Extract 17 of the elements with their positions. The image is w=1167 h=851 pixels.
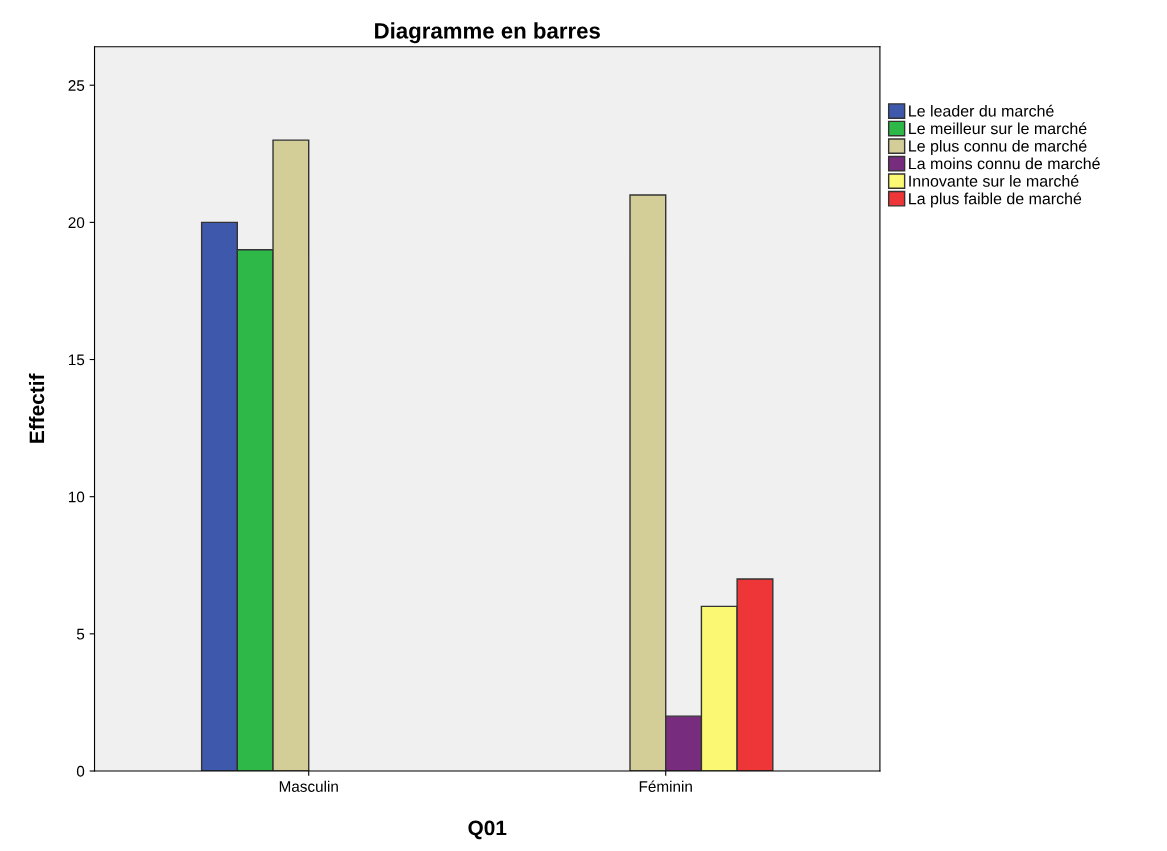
y-tick-label: 20	[68, 217, 85, 229]
x-axis-title: Q01	[468, 820, 507, 840]
legend-label: Innovante sur le marché	[909, 174, 1079, 187]
legend-label: Le meilleur sur le marché	[909, 122, 1087, 135]
y-tick-label: 15	[68, 354, 85, 366]
legend-label: La moins connu de marché	[909, 157, 1100, 170]
chart-title: Diagramme en barres	[375, 22, 600, 44]
x-tick-label: Féminin	[639, 780, 692, 792]
y-tick-label: 0	[76, 765, 85, 777]
legend-label: Le leader du marché	[909, 104, 1054, 117]
y-axis-title: Effectif	[28, 373, 45, 443]
y-tick-label: 25	[68, 80, 85, 91]
legend-label: Le plus connu de marché	[909, 139, 1087, 155]
x-tick-label: Masculin	[279, 780, 338, 792]
y-tick-label: 10	[68, 491, 85, 503]
y-tick-label: 5	[76, 628, 85, 640]
legend-label: La plus faible de marché	[909, 192, 1082, 208]
